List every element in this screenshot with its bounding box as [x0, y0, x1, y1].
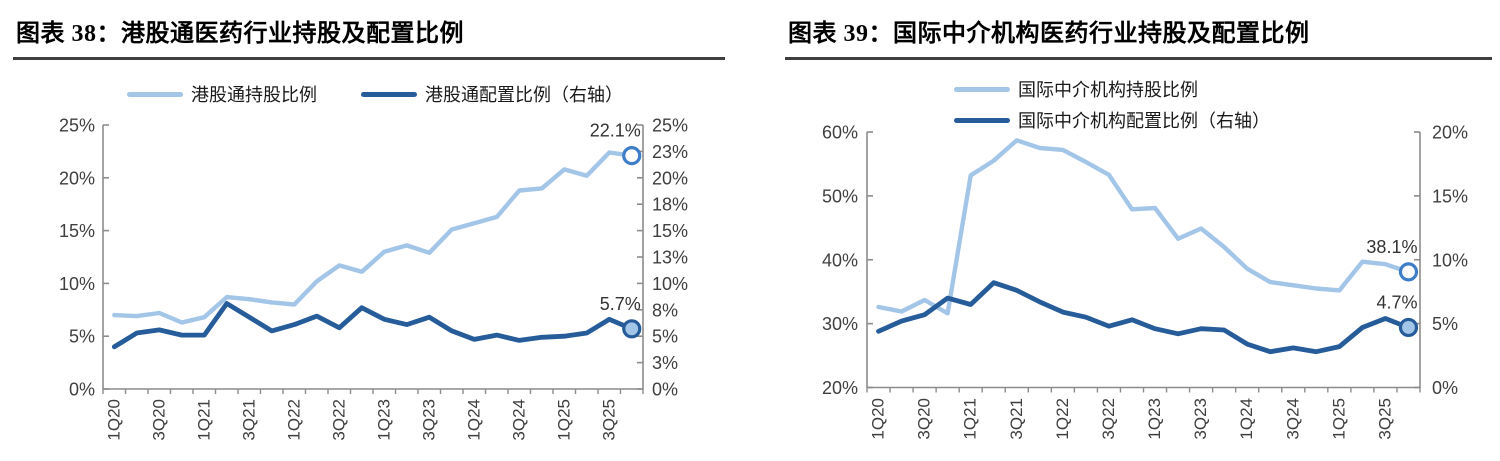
legend-swatch [954, 86, 1010, 92]
x-axis-tick-label: 3Q23 [1191, 398, 1210, 440]
left-axis-tick-label: 20% [59, 168, 95, 188]
chart39-panel: 图表 39：国际中介机构医药行业持股及配置比例 国际中介机构持股比例 国际中介机构… [750, 0, 1500, 461]
x-axis-tick-label: 3Q23 [419, 399, 438, 441]
legend-item: 港股通配置比例（右轴） [361, 81, 623, 107]
left-axis-tick-label: 50% [822, 186, 858, 206]
x-axis-tick-label: 1Q24 [1237, 398, 1256, 440]
x-axis-tick-label: 1Q21 [194, 399, 213, 441]
legend-label: 港股通持股比例 [191, 85, 317, 105]
legend-swatch [954, 117, 1010, 123]
left-axis-tick-label: 5% [69, 327, 95, 347]
right-axis-tick-label: 5% [652, 327, 678, 347]
right-axis-tick-label: 23% [652, 142, 688, 162]
x-axis-tick-label: 1Q20 [104, 399, 123, 441]
right-axis-tick-label: 3% [652, 353, 678, 373]
x-axis-tick-label: 3Q25 [1375, 398, 1394, 440]
legend-swatch [361, 91, 417, 97]
x-axis-tick-label: 1Q23 [1145, 398, 1164, 440]
left-axis-tick-label: 0% [69, 380, 95, 400]
chart39-title: 图表 39：国际中介机构医药行业持股及配置比例 [788, 21, 1310, 47]
x-axis-tick-label: 1Q25 [1329, 398, 1348, 440]
legend-swatch [127, 91, 183, 97]
left-axis-tick-label: 10% [59, 274, 95, 294]
chart38-panel: 图表 38：港股通医药行业持股及配置比例 港股通持股比例 港股通配置比例（右轴） … [0, 21, 750, 441]
x-axis-tick-label: 3Q24 [1283, 398, 1302, 440]
x-axis-tick-label: 1Q23 [374, 399, 393, 441]
chart38-title: 图表 38：港股通医药行业持股及配置比例 [16, 21, 464, 47]
title-rule [785, 57, 1492, 60]
x-axis-tick-label: 3Q22 [329, 399, 348, 441]
legend-item: 港股通持股比例 [127, 81, 317, 107]
x-axis-tick-label: 1Q25 [554, 399, 573, 441]
legend-label: 国际中介机构持股比例 [1018, 80, 1198, 100]
x-axis-tick-label: 3Q22 [1099, 398, 1118, 440]
right-axis-tick-label: 20% [1432, 123, 1468, 143]
right-axis-tick-label: 20% [652, 168, 688, 188]
legend-label: 港股通配置比例（右轴） [425, 85, 623, 105]
left-axis-tick-label: 60% [822, 123, 858, 143]
x-axis-tick-label: 3Q24 [509, 399, 528, 441]
chart38-legend: 港股通持股比例 港股通配置比例（右轴） [0, 81, 750, 107]
x-axis-tick-label: 1Q22 [1053, 398, 1072, 440]
legend-item: 国际中介机构持股比例 [954, 76, 1270, 102]
left-axis-tick-label: 15% [59, 221, 95, 241]
end-point-marker [622, 319, 642, 339]
series-line [111, 301, 635, 350]
right-axis-tick-label: 10% [1432, 250, 1468, 270]
right-axis-tick-label: 8% [652, 300, 678, 320]
x-axis-tick-label: 1Q24 [464, 399, 483, 441]
end-point-marker [1398, 317, 1419, 338]
legend-label: 国际中介机构配置比例（右轴） [1018, 111, 1270, 131]
end-value-label: 22.1% [590, 121, 641, 141]
right-axis-tick-label: 18% [652, 195, 688, 215]
x-axis-tick-label: 1Q21 [961, 398, 980, 440]
left-axis-tick-label: 20% [822, 378, 858, 398]
chart39-line-chart: 60% 50% 40% 30% 20% 20% 15% 10% 5% 0% 1Q20 3Q20 1Q21… [822, 123, 1468, 440]
left-axis-tick-label: 25% [59, 116, 95, 136]
x-axis-tick-label: 3Q21 [1007, 398, 1026, 440]
chart39-legend: 国际中介机构持股比例国际中介机构配置比例（右轴） [954, 76, 1270, 133]
right-axis-tick-label: 10% [652, 274, 688, 294]
series-line [876, 280, 1411, 355]
series-line [112, 150, 634, 325]
end-value-label: 4.7% [1376, 292, 1417, 312]
chart38-line-chart: 25% 20% 15% 10% 5% 0% 25% 23% 20% 18% 15% 13% 10% 8% 5… [59, 116, 688, 441]
end-value-label: 5.7% [600, 294, 641, 314]
right-axis-tick-label: 25% [652, 116, 688, 136]
left-axis-tick-label: 40% [822, 250, 858, 270]
right-axis-tick-label: 15% [1432, 186, 1468, 206]
series-line [876, 138, 1411, 316]
x-axis-tick-label: 3Q20 [915, 398, 934, 440]
end-point-marker [1398, 262, 1419, 282]
right-axis-tick-label: 13% [652, 248, 688, 268]
legend-item: 国际中介机构配置比例（右轴） [954, 107, 1270, 133]
right-axis-tick-label: 15% [652, 221, 688, 241]
x-axis-tick-label: 3Q21 [239, 399, 258, 441]
x-axis-tick-label: 1Q22 [284, 399, 303, 441]
left-axis-tick-label: 30% [822, 314, 858, 334]
right-axis-tick-label: 5% [1432, 314, 1458, 334]
x-axis-tick-label: 3Q20 [149, 399, 168, 441]
x-axis-tick-label: 1Q20 [869, 398, 888, 440]
end-value-label: 38.1% [1366, 237, 1417, 257]
x-axis-tick-label: 3Q25 [599, 399, 618, 441]
end-point-marker [622, 146, 642, 166]
title-rule [13, 57, 725, 60]
right-axis-tick-label: 0% [652, 380, 678, 400]
right-axis-tick-label: 0% [1432, 378, 1458, 398]
